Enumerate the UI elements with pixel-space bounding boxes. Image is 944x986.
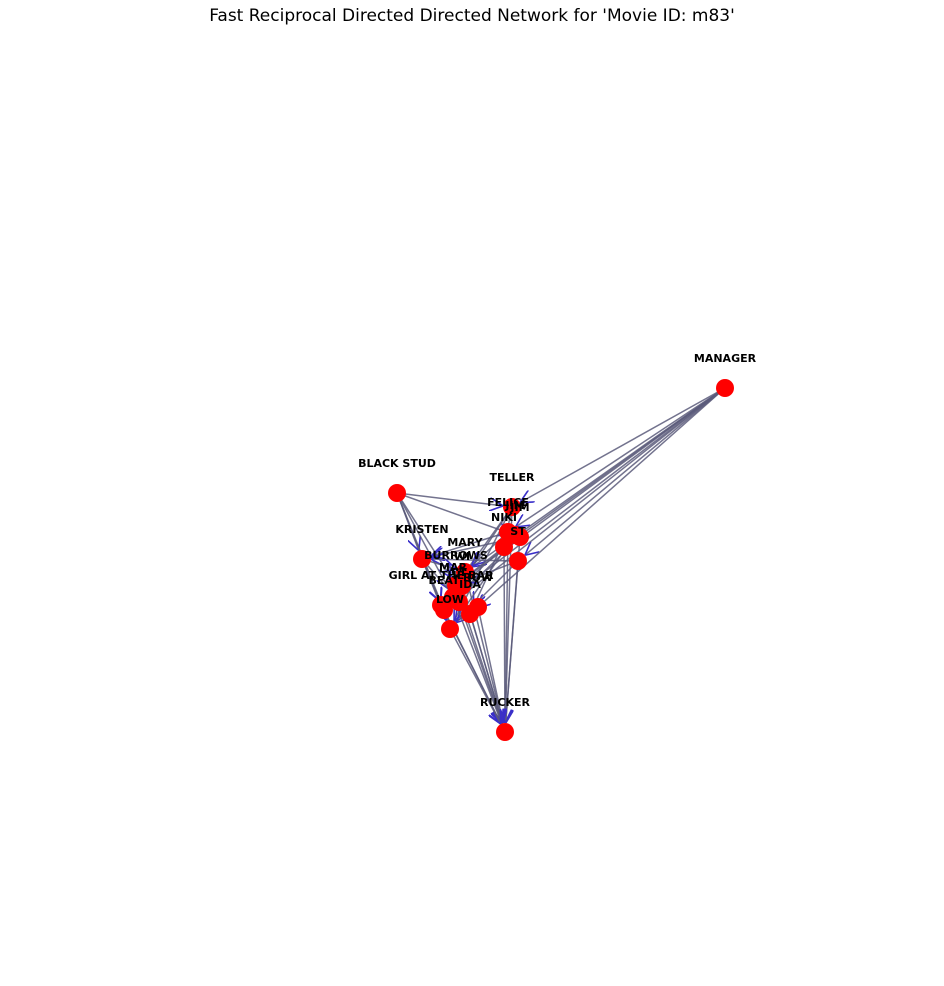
node-label-felice: FELICE xyxy=(487,496,529,509)
edge-felice-to-rucker xyxy=(505,531,508,723)
node-manager xyxy=(716,379,734,397)
node-label-low: LOW xyxy=(436,593,464,606)
node-mary xyxy=(456,563,474,581)
node-label-wi: WI xyxy=(454,550,470,563)
node-label-manager: MANAGER xyxy=(694,352,757,365)
edge-martha-to-rucker xyxy=(452,596,502,724)
node-low xyxy=(441,620,459,638)
edge-manager-to-mida xyxy=(477,387,726,608)
edge-low-to-rucker xyxy=(449,628,501,724)
node-label-martha: MAR xyxy=(439,561,467,574)
edge-manager-to-teller xyxy=(520,387,726,503)
node-mida xyxy=(461,605,479,623)
edge-black-stud-to-martha xyxy=(396,492,449,589)
node-label-ct: CT xyxy=(451,566,467,579)
node-label-teller: TELLER xyxy=(489,471,535,484)
edge-black-stud-to-teller xyxy=(396,492,503,506)
edge-row-to-rucker xyxy=(477,606,503,723)
node-black-stud xyxy=(388,484,406,502)
node-label-beat: BEAT xyxy=(428,574,460,587)
node-beat xyxy=(435,601,453,619)
edge-niki-to-rucker xyxy=(504,546,505,723)
node-layer xyxy=(388,379,734,741)
node-ct xyxy=(450,593,468,611)
node-label-st: ST xyxy=(510,525,526,538)
edge-st-to-rucker xyxy=(506,560,519,723)
node-label-jimmy: JIM xyxy=(504,499,524,512)
chart-title: Fast Reciprocal Directed Directed Networ… xyxy=(209,6,735,26)
edge-manager-to-felice xyxy=(515,387,726,527)
node-rucker xyxy=(496,723,514,741)
node-kristen xyxy=(413,550,431,568)
node-label-black-stud: BLACK STUD xyxy=(358,457,436,470)
node-label-kristen: KRISTEN xyxy=(395,523,448,536)
edge-manager-to-girl-at-the-bar xyxy=(448,387,726,600)
node-label-mida: IDA xyxy=(459,578,481,591)
node-teller xyxy=(503,498,521,516)
node-label-girl-at-the-bar: GIRL AT THE BAR xyxy=(389,569,494,582)
node-label-row: ROW xyxy=(463,571,493,584)
edge-ct-to-rucker xyxy=(458,601,502,724)
edge-manager-to-beat xyxy=(451,387,726,604)
node-label-niki: NIKI xyxy=(491,511,517,524)
edge-st-to-burrows xyxy=(464,560,519,582)
node-jim xyxy=(511,528,529,546)
edge-mida-to-rucker xyxy=(469,613,502,723)
edge-black-stud-to-jim xyxy=(396,492,512,534)
node-label-rucker: RUCKER xyxy=(480,696,531,709)
node-label-jim: JIM xyxy=(509,501,529,514)
node-niki xyxy=(495,538,513,556)
edge-manager-to-st xyxy=(525,387,726,555)
node-label-burrows: BURROWS xyxy=(424,549,488,562)
edge-mary-to-rucker xyxy=(464,571,503,723)
label-layer: MANAGER BLACK STUD TELLER FELICEJIMJIMNIKIS… xyxy=(358,352,757,709)
node-st xyxy=(509,552,527,570)
node-label-mary: MARY xyxy=(447,536,483,549)
